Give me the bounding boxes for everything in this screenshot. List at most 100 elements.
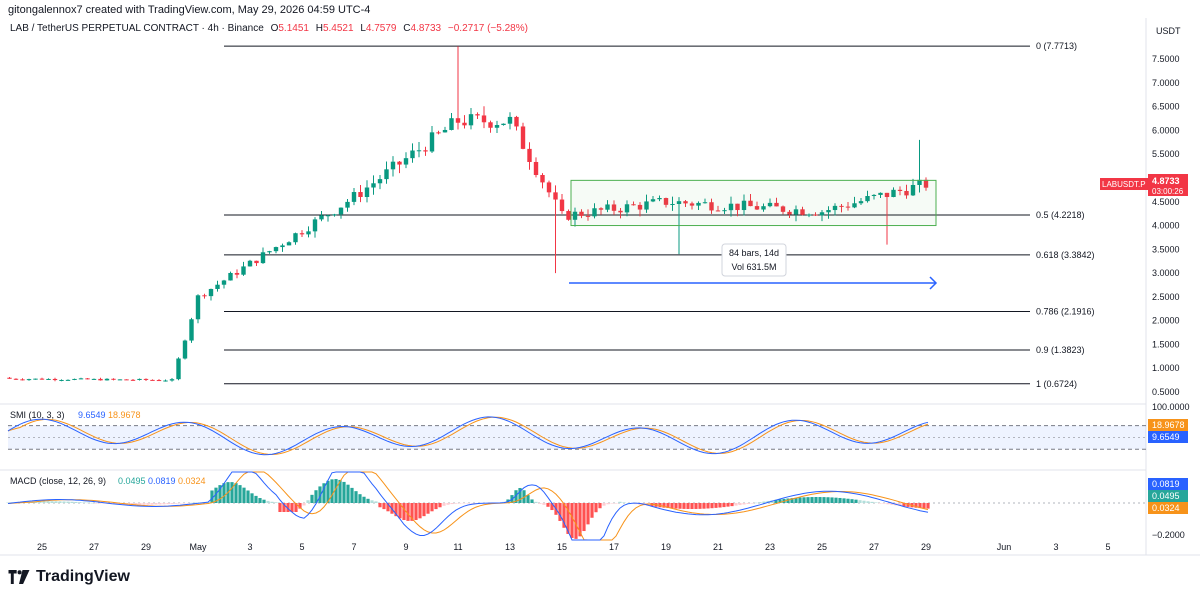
macd-hist-bar	[138, 503, 142, 505]
macd-hist-bar	[622, 502, 626, 503]
macd-hist-bar	[358, 494, 362, 503]
price-tick-label: 1.5000	[1152, 339, 1180, 349]
candle-body	[592, 208, 597, 217]
time-tick-label: 13	[505, 542, 515, 552]
candle-body	[130, 379, 136, 381]
macd-hist-bar	[230, 482, 234, 503]
macd-hist-bar	[674, 503, 678, 509]
candle-body	[39, 378, 45, 380]
candle-body	[728, 203, 734, 211]
macd-hist-bar	[706, 503, 710, 509]
macd-hist-bar	[562, 503, 566, 528]
time-tick-label: 3	[1053, 542, 1058, 552]
price-axis[interactable]: 0.5000 1.0000 1.5000 2.0000 2.5000 3.0000 3.50…	[1152, 54, 1180, 397]
macd-hist-bar	[426, 503, 430, 514]
candle-body	[774, 202, 779, 207]
candle-body	[858, 201, 864, 204]
candle-body	[540, 174, 545, 183]
macd-hist-bar	[150, 503, 154, 505]
macd-hist-bar	[798, 497, 802, 503]
macd-hist-bar	[818, 497, 822, 503]
fib-level-label: 1 (0.6724)	[1036, 379, 1077, 389]
candle-body	[163, 380, 168, 382]
tradingview-brand[interactable]: TradingView	[8, 568, 130, 586]
candle-body	[468, 114, 474, 126]
price-tick-label: 0.5000	[1152, 387, 1180, 397]
macd-hist-bar	[42, 501, 46, 503]
candle-body	[384, 169, 389, 180]
candle-body	[845, 206, 851, 208]
macd-pane[interactable]: MACD (close, 12, 26, 9) 0.0495 0.0819 0.…	[6, 471, 1188, 541]
macd-hist-bar	[662, 503, 666, 508]
macd-hist-bar	[214, 487, 218, 503]
fib-retracement[interactable]: 0 (7.7713) 0.5 (4.2218) 0.618 (3.3842) 0.78…	[224, 41, 1095, 389]
macd-hist-bar	[462, 503, 466, 504]
macd-hist-bar	[666, 503, 670, 509]
macd-bottom-tick: −0.2000	[1152, 530, 1185, 540]
macd-hist-bar	[758, 502, 762, 503]
candle-body	[33, 378, 38, 380]
candle-body	[819, 212, 825, 216]
candle-body	[761, 206, 766, 210]
smi-pane[interactable]: SMI (10, 3, 3) 9.6549 18.9678 100.0000 1…	[7, 402, 1190, 456]
candle-body	[553, 192, 558, 200]
candle-body	[481, 115, 487, 123]
macd-hist-bar	[794, 497, 798, 503]
range-rectangle[interactable]	[570, 179, 937, 227]
macd-hist-bar	[470, 503, 474, 504]
macd-hist-bar	[438, 503, 442, 508]
macd-hist-bar	[526, 495, 530, 503]
range-box[interactable]: 84 bars, 14d Vol 631.5M	[569, 179, 938, 290]
candle-body	[579, 211, 584, 216]
candle-body	[85, 378, 90, 380]
macd-hist-bar	[254, 495, 258, 503]
time-tick-label: 3	[247, 542, 252, 552]
macd-hist-bar	[590, 503, 594, 518]
macd-hist-bar	[310, 494, 314, 503]
candle-body	[267, 251, 272, 253]
macd-hist-bar	[810, 497, 814, 503]
macd-hist-bar	[322, 483, 326, 503]
candle-body	[195, 295, 201, 320]
trading-chart[interactable]: 0 (7.7713) 0.5 (4.2218) 0.618 (3.3842) 0.78…	[0, 0, 1200, 560]
smi-value-tag-text: 9.6549	[1152, 432, 1180, 442]
candle-body	[533, 161, 539, 175]
macd-hist-bar	[806, 497, 810, 503]
macd-hist-bar	[302, 503, 306, 506]
high-value: 5.4521	[322, 23, 354, 34]
macd-hist-bar	[450, 503, 454, 505]
macd-hist-bar	[890, 503, 894, 505]
candle-body	[722, 210, 727, 212]
macd-hist-bar	[402, 503, 406, 520]
macd-hist-bar	[578, 503, 582, 537]
macd-signal-value: 0.0324	[178, 476, 206, 486]
candle-body	[234, 272, 240, 275]
macd-hist-bar	[914, 503, 918, 508]
macd-hist-bar	[66, 501, 70, 503]
symbol-tag	[1100, 178, 1148, 191]
candle-body	[358, 192, 363, 198]
candle-body	[826, 210, 831, 213]
candle-body	[150, 379, 155, 381]
macd-hist-bar	[874, 502, 878, 503]
candle-body	[423, 150, 428, 152]
macd-value: 0.0819	[148, 476, 176, 486]
price-tag-countdown: 03:00:26	[1152, 187, 1184, 196]
currency-label: USDT	[1156, 26, 1181, 36]
time-axis[interactable]: 25 27 29 May 3 5 7 9 11 13 15 17 19 21 23 25 27 29 Jun 3 5	[37, 542, 1111, 552]
macd-hist-bar	[714, 503, 718, 508]
macd-hist-bar	[398, 503, 402, 519]
macd-hist-bar	[382, 503, 386, 510]
candle-body	[26, 379, 32, 381]
macd-hist-bar	[702, 503, 706, 509]
macd-hist-bar	[282, 503, 286, 512]
macd-hist-bar	[722, 503, 726, 508]
macd-hist-bar	[514, 490, 518, 503]
candle-body	[325, 215, 331, 217]
candle-body	[767, 202, 773, 207]
candle-body	[111, 378, 116, 380]
macd-hist-bar	[754, 502, 758, 504]
macd-hist-bar	[370, 500, 374, 503]
macd-hist-bar	[842, 498, 846, 503]
symbol-title[interactable]: LAB / TetherUS PERPETUAL CONTRACT · 4h ·…	[10, 23, 264, 34]
